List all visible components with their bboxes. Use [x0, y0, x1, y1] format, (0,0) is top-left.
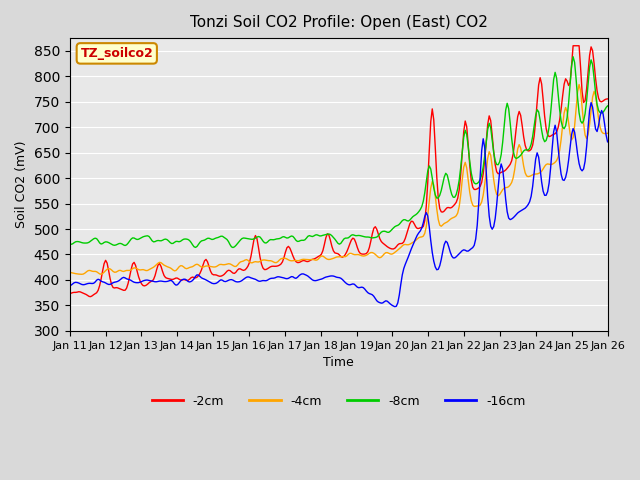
- Legend: -2cm, -4cm, -8cm, -16cm: -2cm, -4cm, -8cm, -16cm: [147, 390, 531, 413]
- Title: Tonzi Soil CO2 Profile: Open (East) CO2: Tonzi Soil CO2 Profile: Open (East) CO2: [189, 15, 488, 30]
- X-axis label: Time: Time: [323, 356, 354, 369]
- Y-axis label: Soil CO2 (mV): Soil CO2 (mV): [15, 141, 28, 228]
- Text: TZ_soilco2: TZ_soilco2: [81, 47, 153, 60]
